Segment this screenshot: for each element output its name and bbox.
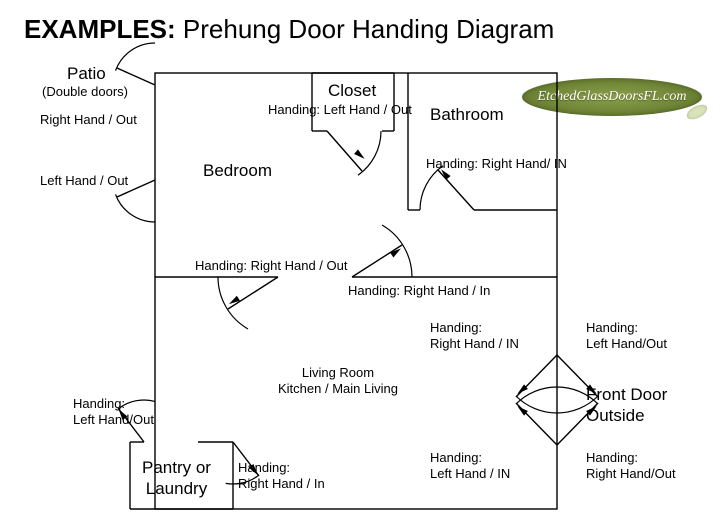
handing-pantry-rh-in: Handing: Right Hand / In (238, 460, 325, 493)
handing-interior-rh-in: Handing: Right Hand / In (348, 283, 490, 299)
floorplan-svg (0, 0, 728, 522)
room-bathroom: Bathroom (430, 104, 504, 125)
handing-front-lh-in: Handing: Left Hand / IN (430, 450, 510, 483)
handing-bathroom: Handing: Right Hand/ IN (426, 156, 567, 172)
room-patio-sub: (Double doors) (42, 84, 128, 100)
room-living: Living Room Kitchen / Main Living (278, 365, 398, 398)
handing-patio-rh: Right Hand / Out (40, 112, 137, 128)
handing-closet: Handing: Left Hand / Out (268, 102, 412, 118)
handing-front-rh-out: Handing: Right Hand/Out (586, 450, 676, 483)
handing-interior-rh-out: Handing: Right Hand / Out (195, 258, 347, 274)
handing-front-rh-in: Handing: Right Hand / IN (430, 320, 519, 353)
room-closet: Closet (328, 80, 376, 101)
handing-pantry-lh-out: Handing: Left Hand/Out (73, 396, 154, 429)
handing-patio-lh: Left Hand / Out (40, 173, 128, 189)
handing-front-lh-out: Handing: Left Hand/Out (586, 320, 667, 353)
room-bedroom: Bedroom (203, 160, 272, 181)
room-patio-title: Patio (67, 63, 106, 84)
room-pantry: Pantry or Laundry (142, 457, 211, 500)
room-front-door: Front Door Outside (586, 384, 667, 427)
